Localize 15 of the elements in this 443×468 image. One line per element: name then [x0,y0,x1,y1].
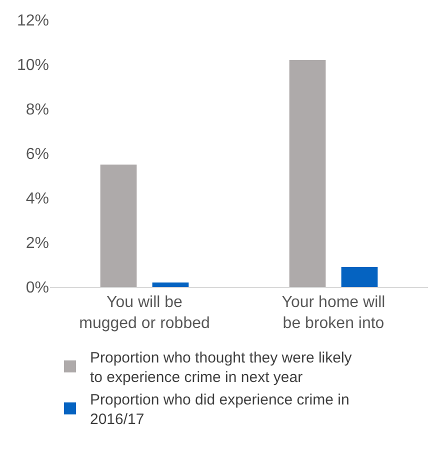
bar [100,164,137,287]
y-tick-label: 12% [16,12,49,30]
legend-label: Proportion who thought they were likely to experience crime in next year [90,350,352,386]
y-tick-label: 6% [26,146,49,164]
y-tick-label: 2% [26,235,49,252]
bar [289,60,326,287]
bar [341,266,378,287]
y-tick-label: 0% [26,280,49,297]
y-tick-label: 10% [16,57,49,74]
y-tick-label: 4% [26,190,49,208]
y-tick-label: 8% [26,102,49,119]
x-tick-label: You will be mugged or robbed [79,294,210,332]
bar [152,282,189,287]
x-tick-label: Your home will be broken into [282,294,386,332]
legend-label: Proportion who did experience crime in 2016/17 [90,392,350,428]
